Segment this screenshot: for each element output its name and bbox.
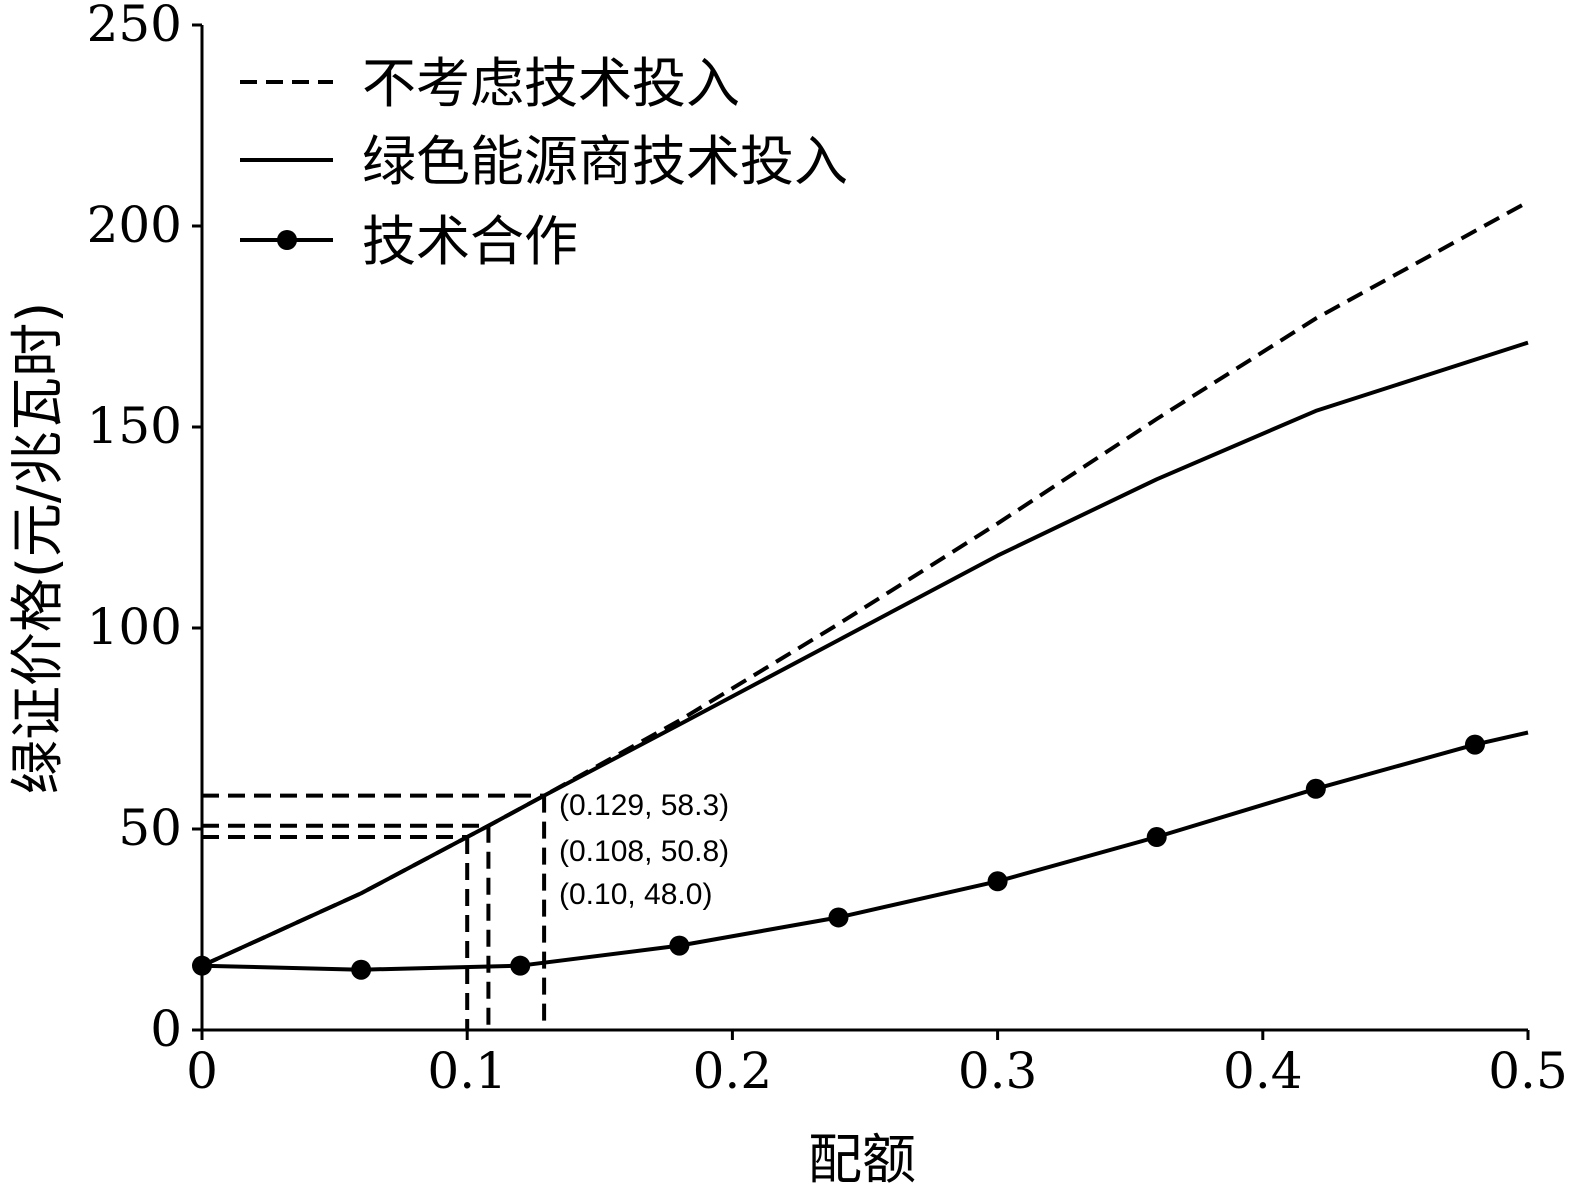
y-axis-title: 绿证价格(元/兆瓦时) <box>6 302 69 794</box>
legend-label-1: 不考虑技术投入 <box>362 52 740 115</box>
x-tick-label: 0.3 <box>958 1042 1038 1100</box>
series-line-3 <box>201 730 1529 972</box>
y-tick-label: 0 <box>150 1000 182 1058</box>
data-point <box>987 871 1008 892</box>
axes: 0 0.1 0.2 0.3 0.4 0.5 0 50 100 150 200 250 <box>87 0 1568 1100</box>
x-tick-label: 0.5 <box>1488 1042 1568 1100</box>
x-tick-label: 0.2 <box>693 1042 773 1100</box>
annotations: (0.129, 58.3) (0.108, 50.8) (0.10, 48.0) <box>559 789 729 911</box>
y-tick-label: 100 <box>87 598 182 656</box>
x-tick-label: 0.4 <box>1223 1042 1303 1100</box>
y-tick-label: 200 <box>87 196 182 254</box>
y-tick-label: 150 <box>87 397 182 455</box>
series-line-1 <box>201 200 1529 968</box>
data-point <box>828 907 849 928</box>
series-group <box>192 200 1529 980</box>
guide-lines <box>202 793 547 1030</box>
x-tick-label: 0 <box>186 1042 218 1100</box>
annotation-label: (0.10, 48.0) <box>559 878 712 911</box>
annotation-label: (0.108, 50.8) <box>559 835 729 868</box>
x-tick-label: 0.1 <box>427 1042 507 1100</box>
x-axis-title: 配额 <box>808 1128 916 1191</box>
series-line-2 <box>201 340 1529 968</box>
legend-marker <box>277 230 297 250</box>
y-tick-label: 50 <box>118 799 182 857</box>
annotation-label: (0.129, 58.3) <box>559 789 729 822</box>
data-point <box>669 935 690 956</box>
data-point <box>351 959 372 980</box>
data-point <box>1305 778 1326 799</box>
legend-label-2: 绿色能源商技术投入 <box>362 130 848 193</box>
data-point <box>510 955 531 976</box>
data-point <box>1146 827 1167 848</box>
data-point <box>1464 734 1485 755</box>
y-tick-label: 250 <box>87 0 182 53</box>
legend-label-3: 技术合作 <box>362 210 578 273</box>
